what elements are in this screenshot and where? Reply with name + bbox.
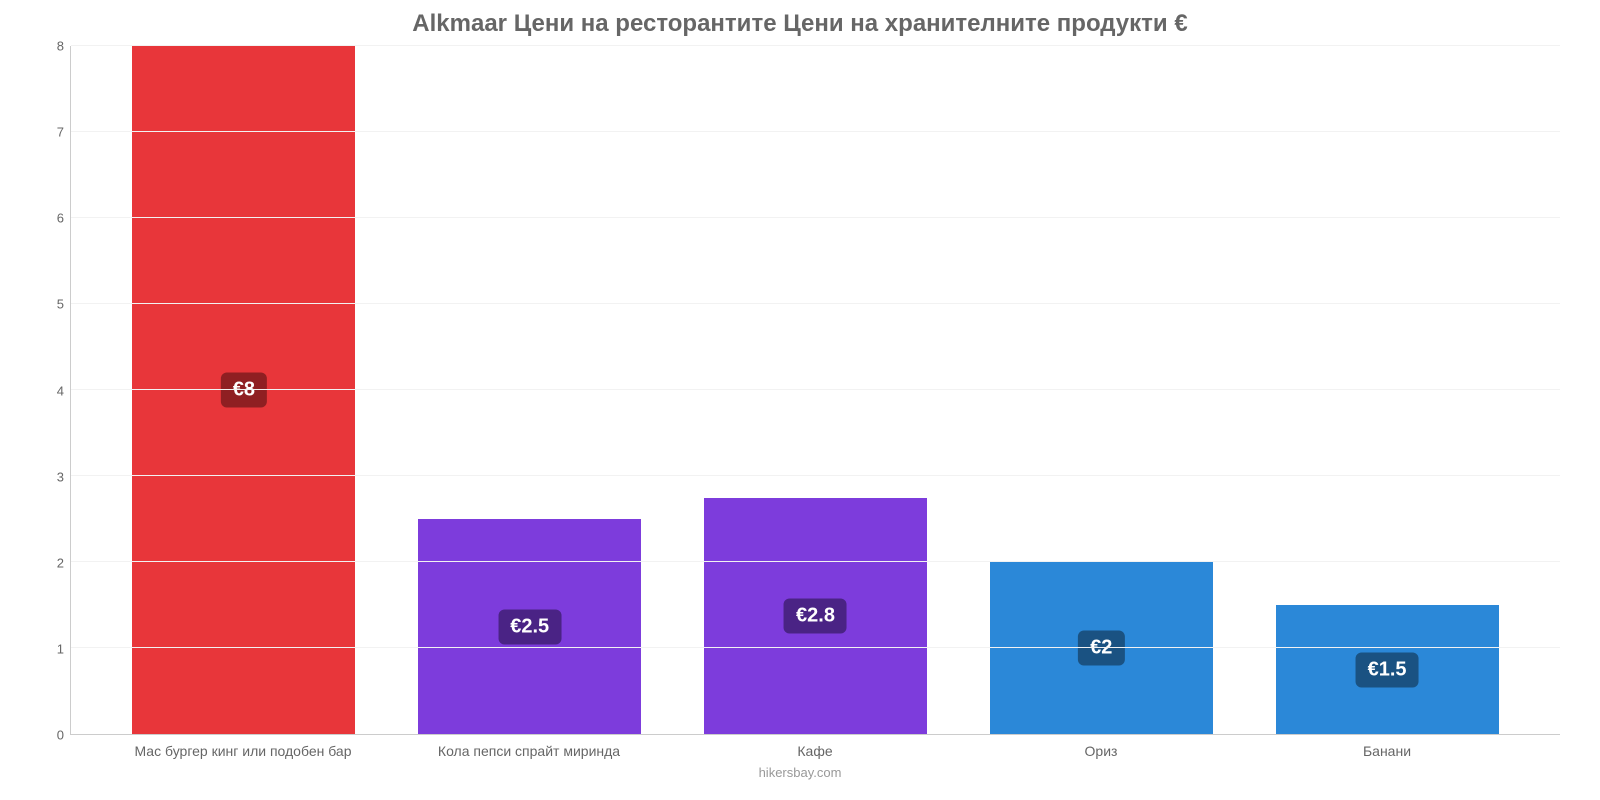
bar-slot: €2 bbox=[958, 46, 1244, 734]
plot-area: €8 €2.5 €2.8 €2 €1.5 bbox=[70, 46, 1560, 735]
grid-line bbox=[71, 217, 1560, 218]
bar: €1.5 bbox=[1276, 605, 1499, 734]
grid-line bbox=[71, 389, 1560, 390]
plot-region: 012345678 €8€2.5€2.8€2€1.5 bbox=[40, 46, 1560, 735]
bar-value-label: €1.5 bbox=[1356, 652, 1419, 687]
bars-group: €8 €2.5 €2.8 €2 €1.5 bbox=[71, 46, 1560, 734]
y-tick: 7 bbox=[57, 125, 64, 140]
bar: €2.8 bbox=[704, 498, 927, 735]
y-tick: 0 bbox=[57, 728, 64, 743]
chart-footer: hikersbay.com bbox=[40, 765, 1560, 780]
grid-line bbox=[71, 647, 1560, 648]
chart-title: Alkmaar Цени на ресторантите Цени на хра… bbox=[40, 10, 1560, 38]
bar-value-label: €2.8 bbox=[784, 598, 847, 633]
x-axis-label: Ориз bbox=[958, 743, 1244, 759]
y-tick: 3 bbox=[57, 469, 64, 484]
chart-container: Alkmaar Цени на ресторантите Цени на хра… bbox=[0, 0, 1600, 800]
x-axis-label: Мас бургер кинг или подобен бар bbox=[100, 743, 386, 759]
x-axis-label: Банани bbox=[1244, 743, 1530, 759]
grid-line bbox=[71, 561, 1560, 562]
bar-slot: €2.5 bbox=[387, 46, 673, 734]
y-tick: 4 bbox=[57, 383, 64, 398]
y-tick: 6 bbox=[57, 211, 64, 226]
bar: €8 bbox=[132, 46, 355, 734]
bar: €2 bbox=[990, 562, 1213, 734]
y-axis: 012345678 bbox=[40, 46, 70, 735]
y-tick: 2 bbox=[57, 555, 64, 570]
x-axis-label: Кола пепси спрайт миринда bbox=[386, 743, 672, 759]
grid-line bbox=[71, 45, 1560, 46]
bar-slot: €8 bbox=[101, 46, 387, 734]
bar-value-label: €8 bbox=[221, 373, 267, 408]
x-axis-label: Кафе bbox=[672, 743, 958, 759]
bar-value-label: €2.5 bbox=[498, 609, 561, 644]
bar: €2.5 bbox=[418, 519, 641, 734]
bar-slot: €1.5 bbox=[1244, 46, 1530, 734]
y-tick: 5 bbox=[57, 297, 64, 312]
grid-line bbox=[71, 131, 1560, 132]
y-tick: 8 bbox=[57, 39, 64, 54]
grid-line bbox=[71, 475, 1560, 476]
bar-value-label: €2 bbox=[1078, 631, 1124, 666]
grid-line bbox=[71, 303, 1560, 304]
x-axis-labels: Мас бургер кинг или подобен барКола пепс… bbox=[40, 735, 1560, 759]
y-tick: 1 bbox=[57, 641, 64, 656]
bar-slot: €2.8 bbox=[673, 46, 959, 734]
